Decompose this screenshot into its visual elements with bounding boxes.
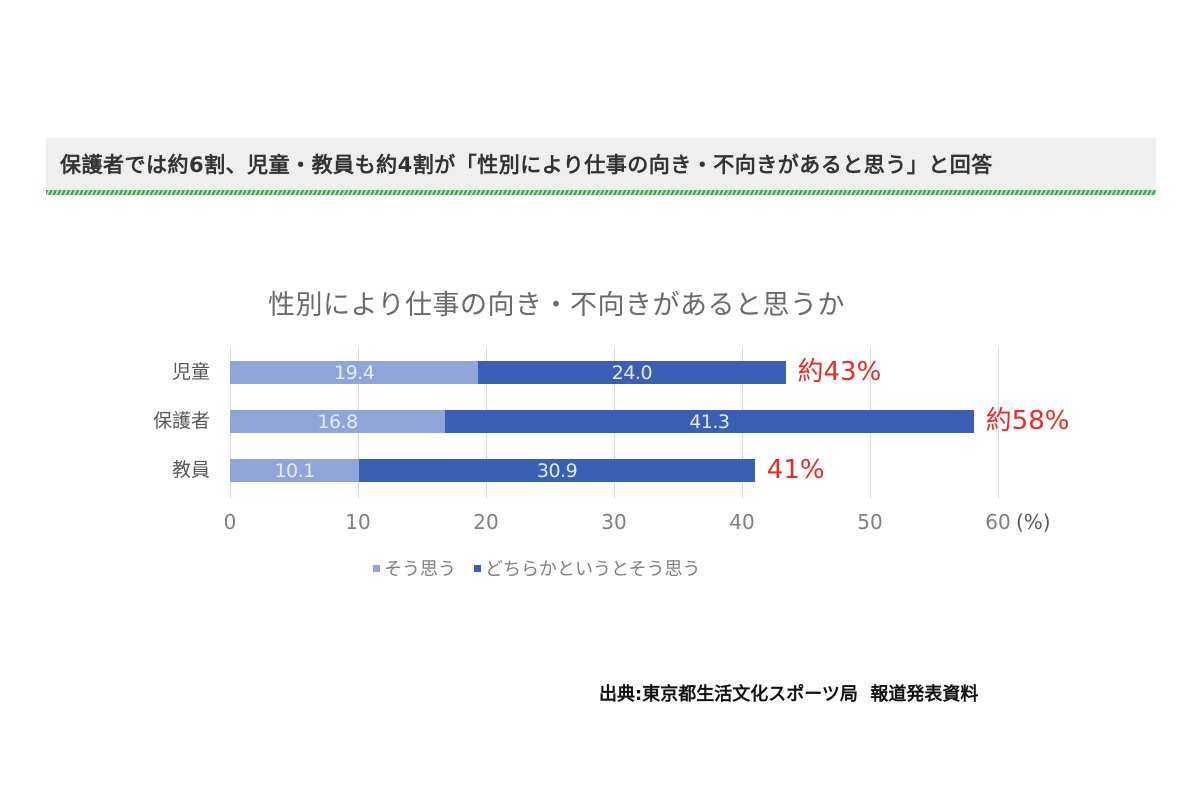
x-axis-unit: (%) (1016, 510, 1051, 534)
legend-item-series-1: そう思う (373, 555, 456, 581)
headline-divider (46, 190, 1156, 195)
total-annotation: 約58% (985, 406, 1070, 436)
category-label: 教員 (171, 459, 210, 481)
category-label: 児童 (171, 361, 210, 383)
headline-banner: 保護者では約6割、児童・教員も約4割が「性別により仕事の向き・不向きがあると思う… (46, 138, 1156, 190)
bar-segment: 10.1 (230, 459, 360, 482)
bar-value-label: 10.1 (274, 459, 315, 482)
bar-value-label: 16.8 (317, 410, 358, 433)
x-axis-tick: 10 (345, 510, 371, 534)
total-annotation: 41% (766, 455, 825, 485)
bar-value-label: 19.4 (334, 361, 375, 384)
bar-segment: 19.4 (230, 361, 479, 384)
legend-label-series-2: どちらかというとそう思う (485, 559, 701, 580)
x-axis-tick: 50 (857, 510, 883, 534)
bar-segment: 30.9 (359, 459, 755, 482)
bar-segment: 24.0 (478, 361, 786, 384)
bar-value-label: 24.0 (611, 361, 653, 384)
chart-title: 性別により仕事の向き・不向きがあると思うか (268, 290, 845, 321)
legend-item-series-2: どちらかというとそう思う (474, 555, 700, 581)
total-annotation: 約43% (797, 357, 882, 387)
x-axis-tick: 60 (985, 510, 1011, 534)
bar-value-label: 41.3 (689, 410, 730, 433)
x-axis-tick: 40 (729, 510, 755, 534)
bar-segment: 16.8 (230, 410, 446, 433)
bar-segment: 41.3 (445, 410, 974, 433)
legend-label-series-1: そう思う (384, 559, 456, 580)
headline-text: 保護者では約6割、児童・教員も約4割が「性別により仕事の向き・不向きがあると思う… (60, 153, 993, 177)
source-citation: 出典:東京都生活文化スポーツ局 報道発表資料 (599, 684, 979, 705)
chart-legend: そう思う どちらかというとそう思う (373, 555, 700, 581)
x-axis-tick: 0 (223, 510, 237, 534)
bar-value-label: 30.9 (536, 459, 578, 482)
category-label: 保護者 (152, 410, 210, 432)
gridline (998, 348, 999, 498)
x-axis-tick: 20 (473, 510, 499, 534)
legend-swatch-series-1 (373, 564, 380, 572)
legend-swatch-series-2 (474, 564, 481, 572)
x-axis-tick: 30 (601, 510, 627, 534)
